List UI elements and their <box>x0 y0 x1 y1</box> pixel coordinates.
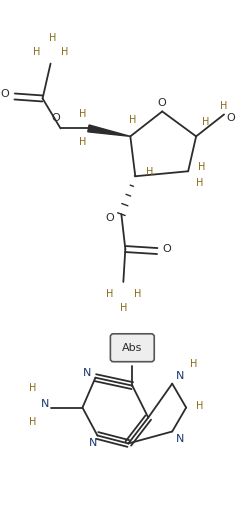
Text: N: N <box>83 368 92 378</box>
Text: Abs: Abs <box>122 343 143 353</box>
Text: H: H <box>196 178 204 188</box>
Text: H: H <box>134 289 141 299</box>
Text: H: H <box>191 359 198 369</box>
Text: N: N <box>176 371 184 381</box>
Text: H: H <box>146 167 153 177</box>
Text: H: H <box>106 289 113 299</box>
Text: H: H <box>61 47 68 57</box>
Text: O: O <box>51 114 60 124</box>
Text: H: H <box>120 303 127 313</box>
Text: H: H <box>198 163 206 173</box>
Text: H: H <box>33 47 40 57</box>
Polygon shape <box>88 125 130 136</box>
Text: H: H <box>79 109 86 119</box>
Text: H: H <box>220 102 228 112</box>
Text: H: H <box>29 382 36 392</box>
Text: O: O <box>0 89 9 99</box>
Text: O: O <box>158 98 167 108</box>
Text: H: H <box>49 33 56 43</box>
Text: N: N <box>89 439 98 449</box>
Text: H: H <box>202 117 210 127</box>
Text: O: O <box>227 114 235 124</box>
Text: H: H <box>29 417 36 427</box>
FancyBboxPatch shape <box>110 334 154 362</box>
Text: N: N <box>176 434 184 444</box>
Text: H: H <box>196 401 204 411</box>
Text: N: N <box>40 399 49 409</box>
Text: O: O <box>163 244 172 254</box>
Text: O: O <box>105 213 114 223</box>
Text: H: H <box>79 137 86 147</box>
Text: H: H <box>129 115 136 125</box>
